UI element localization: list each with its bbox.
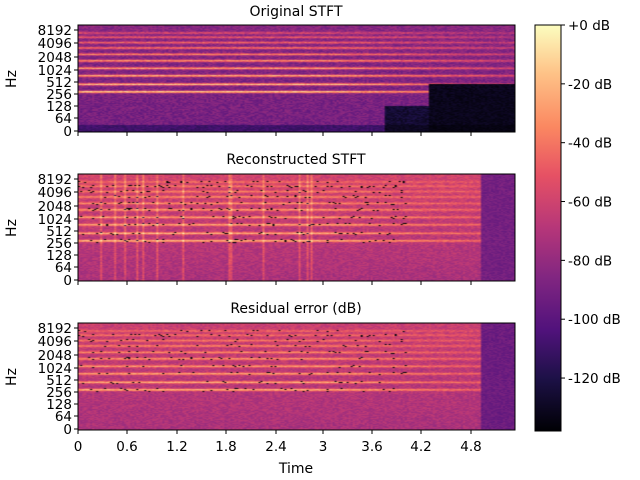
panel-title: Original STFT <box>249 4 342 20</box>
colorbar-tick-label: -60 dB <box>568 195 612 211</box>
y-tick-label: 0 <box>63 422 72 438</box>
panel-title: Residual error (dB) <box>230 301 361 317</box>
y-axis-label: Hz <box>4 70 20 88</box>
y-tick-label: 4096 <box>38 185 72 201</box>
spectrogram-image-residual <box>78 323 515 430</box>
y-tick-label: 256 <box>46 385 72 401</box>
y-tick-label: 512 <box>46 373 72 389</box>
y-tick-label: 64 <box>55 260 72 276</box>
x-axis <box>77 132 472 136</box>
colorbar-tick-label: +0 dB <box>568 18 610 34</box>
y-tick-label: 0 <box>63 124 72 140</box>
colorbar-tick-label: -20 dB <box>568 77 612 93</box>
y-tick-label: 512 <box>46 224 72 240</box>
colorbar-tick-label: -80 dB <box>568 253 612 269</box>
y-tick-label: 256 <box>46 236 72 252</box>
y-tick-label: 1024 <box>38 212 72 228</box>
x-axis-label: Time <box>278 461 313 477</box>
y-tick-label: 8192 <box>38 321 72 337</box>
panel-reconstructed: Reconstructed STFT 064128256512102420484… <box>4 152 516 289</box>
x-tick-label: 1.2 <box>166 439 187 455</box>
colorbar-gradient <box>535 25 561 431</box>
y-tick-label: 1024 <box>38 361 72 377</box>
x-tick-label: 0.6 <box>116 439 137 455</box>
spectrogram-image-original <box>78 25 515 132</box>
colorbar-tick-label: -40 dB <box>568 136 612 152</box>
colorbar: +0 dB -20 dB -40 dB -60 dB -80 dB -100 dB -120… <box>534 18 621 432</box>
y-tick-label: 2048 <box>38 199 72 215</box>
x-tick-label: 3.6 <box>361 439 382 455</box>
y-tick-label: 64 <box>55 111 72 127</box>
y-tick-label: 4096 <box>38 36 72 52</box>
axes-frame <box>77 173 516 282</box>
y-axis-label: Hz <box>4 219 20 237</box>
spectrogram-image-reconstructed <box>78 174 515 281</box>
panel-original: Original STFT 06412825651210242048409681… <box>4 4 516 140</box>
axes-frame <box>77 24 516 133</box>
panel-residual: Residual error (dB) 06412825651210242048… <box>4 301 516 477</box>
colorbar-ticks: +0 dB -20 dB -40 dB -60 dB -80 dB -100 dB -120… <box>561 18 621 387</box>
colorbar-frame <box>534 24 562 432</box>
y-tick-label: 256 <box>46 87 72 103</box>
x-tick-label: 0 <box>74 439 83 455</box>
x-tick-label: 2.4 <box>265 439 286 455</box>
y-tick-label: 128 <box>46 397 72 413</box>
x-tick-label: 3 <box>319 439 328 455</box>
y-tick-label: 128 <box>46 99 72 115</box>
x-tick-label: 4.8 <box>460 439 481 455</box>
y-axis-label: Hz <box>4 368 20 386</box>
x-axis: 0 0.6 1.2 1.8 2.4 3 3.6 4.2 4.8 <box>74 430 482 455</box>
y-tick-label: 0 <box>63 273 72 289</box>
y-tick-label: 2048 <box>38 348 72 364</box>
y-tick-label: 8192 <box>38 172 72 188</box>
y-tick-label: 4096 <box>38 334 72 350</box>
x-axis <box>77 281 472 285</box>
y-tick-label: 2048 <box>38 50 72 66</box>
y-tick-label: 1024 <box>38 63 72 79</box>
axes-frame <box>77 322 516 431</box>
x-tick-label: 1.8 <box>215 439 236 455</box>
y-tick-label: 64 <box>55 409 72 425</box>
panel-title: Reconstructed STFT <box>226 152 366 168</box>
colorbar-tick-label: -120 dB <box>568 371 621 387</box>
y-tick-label: 128 <box>46 248 72 264</box>
colorbar-tick-label: -100 dB <box>568 312 621 328</box>
x-tick-label: 4.2 <box>410 439 431 455</box>
y-tick-label: 512 <box>46 75 72 91</box>
y-tick-label: 8192 <box>38 23 72 39</box>
